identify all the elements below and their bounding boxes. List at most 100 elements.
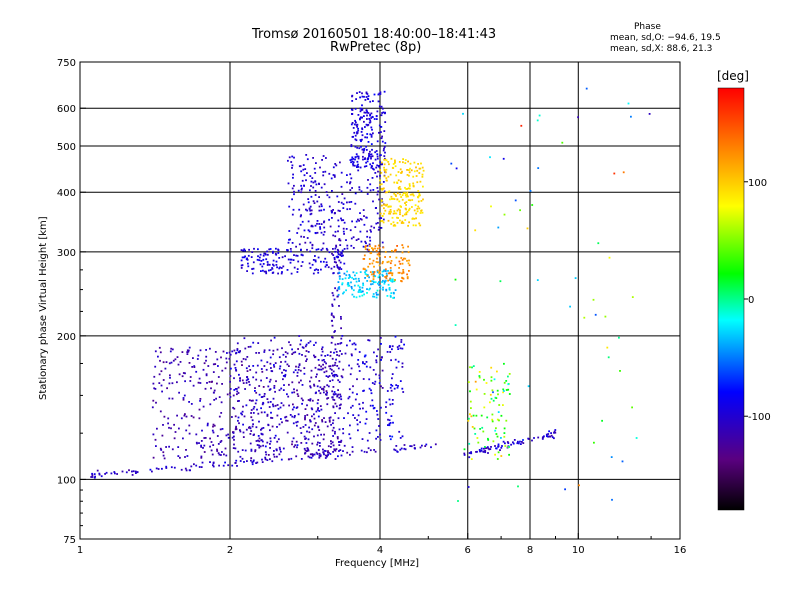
data-point: [372, 100, 374, 102]
data-point: [323, 417, 325, 419]
data-point: [401, 170, 403, 173]
data-point: [304, 168, 307, 170]
data-point: [227, 436, 230, 439]
data-point: [276, 404, 279, 406]
data-point: [421, 173, 424, 176]
data-point: [345, 239, 347, 241]
data-point: [284, 360, 287, 363]
data-point: [561, 141, 564, 144]
data-point: [470, 458, 473, 460]
data-point: [249, 427, 252, 430]
data-point: [398, 260, 401, 263]
data-point: [366, 93, 369, 95]
data-point: [399, 448, 402, 451]
data-point: [374, 281, 377, 284]
data-point: [391, 348, 393, 351]
data-point: [241, 410, 244, 413]
data-point: [370, 126, 373, 129]
data-point: [342, 428, 344, 430]
y-tick-label: 500: [57, 142, 76, 153]
data-point: [368, 262, 371, 265]
data-point: [192, 384, 195, 387]
data-point: [364, 240, 367, 243]
data-point: [296, 268, 299, 270]
data-point: [279, 450, 282, 453]
data-point: [180, 468, 183, 471]
data-point: [152, 456, 155, 459]
data-point: [343, 262, 346, 265]
data-point: [339, 449, 342, 451]
data-point: [361, 438, 364, 440]
data-point: [209, 461, 211, 463]
data-point: [269, 269, 272, 271]
data-point: [413, 161, 416, 164]
data-point: [272, 349, 275, 352]
data-point: [281, 271, 283, 273]
data-point: [310, 212, 313, 215]
data-point: [192, 416, 195, 419]
data-point: [372, 293, 375, 295]
data-point: [268, 269, 270, 272]
y-tick-label: 75: [63, 535, 76, 546]
data-point: [336, 255, 339, 258]
data-point: [325, 261, 328, 264]
data-point: [380, 131, 382, 133]
data-point: [328, 375, 331, 377]
data-point: [314, 190, 317, 192]
data-point: [131, 474, 134, 476]
data-point: [390, 195, 393, 198]
data-point: [252, 407, 255, 410]
data-point: [374, 380, 377, 383]
data-point: [258, 437, 261, 440]
data-point: [222, 464, 225, 467]
data-point: [298, 208, 301, 211]
data-point: [256, 444, 259, 446]
data-point: [621, 460, 624, 463]
data-point: [188, 401, 190, 403]
data-point: [370, 155, 372, 158]
data-point: [340, 342, 343, 344]
data-point: [300, 249, 302, 251]
data-point: [314, 366, 317, 369]
data-point: [162, 361, 165, 364]
data-point: [296, 424, 298, 427]
data-point: [172, 359, 175, 362]
data-point: [381, 204, 383, 207]
data-point: [159, 351, 162, 354]
data-point: [264, 445, 267, 448]
data-point: [266, 253, 269, 256]
data-point: [391, 399, 394, 401]
data-point: [269, 362, 272, 365]
data-point: [536, 119, 539, 122]
data-point: [328, 419, 331, 422]
data-point: [325, 390, 328, 392]
data-point: [537, 436, 540, 439]
data-point: [273, 365, 276, 368]
data-point: [240, 249, 243, 251]
data-point: [366, 124, 369, 127]
data-point: [374, 245, 377, 247]
data-point: [336, 248, 339, 251]
data-point: [399, 188, 402, 190]
data-point: [315, 183, 318, 186]
data-point: [526, 227, 529, 230]
data-point: [380, 105, 383, 108]
data-point: [263, 270, 266, 273]
data-point: [357, 218, 359, 221]
data-point: [248, 399, 251, 402]
data-point: [350, 406, 352, 409]
data-point: [300, 170, 303, 173]
data-point: [337, 389, 339, 391]
data-point: [260, 260, 263, 262]
data-point: [243, 461, 245, 463]
data-point: [369, 236, 371, 239]
data-point: [370, 117, 373, 119]
data-point: [601, 419, 603, 422]
data-point: [281, 347, 283, 350]
data-point: [217, 376, 220, 378]
data-point: [347, 282, 350, 285]
data-point: [394, 159, 396, 162]
data-point: [160, 384, 163, 387]
data-point: [332, 444, 335, 447]
data-point: [358, 370, 361, 372]
